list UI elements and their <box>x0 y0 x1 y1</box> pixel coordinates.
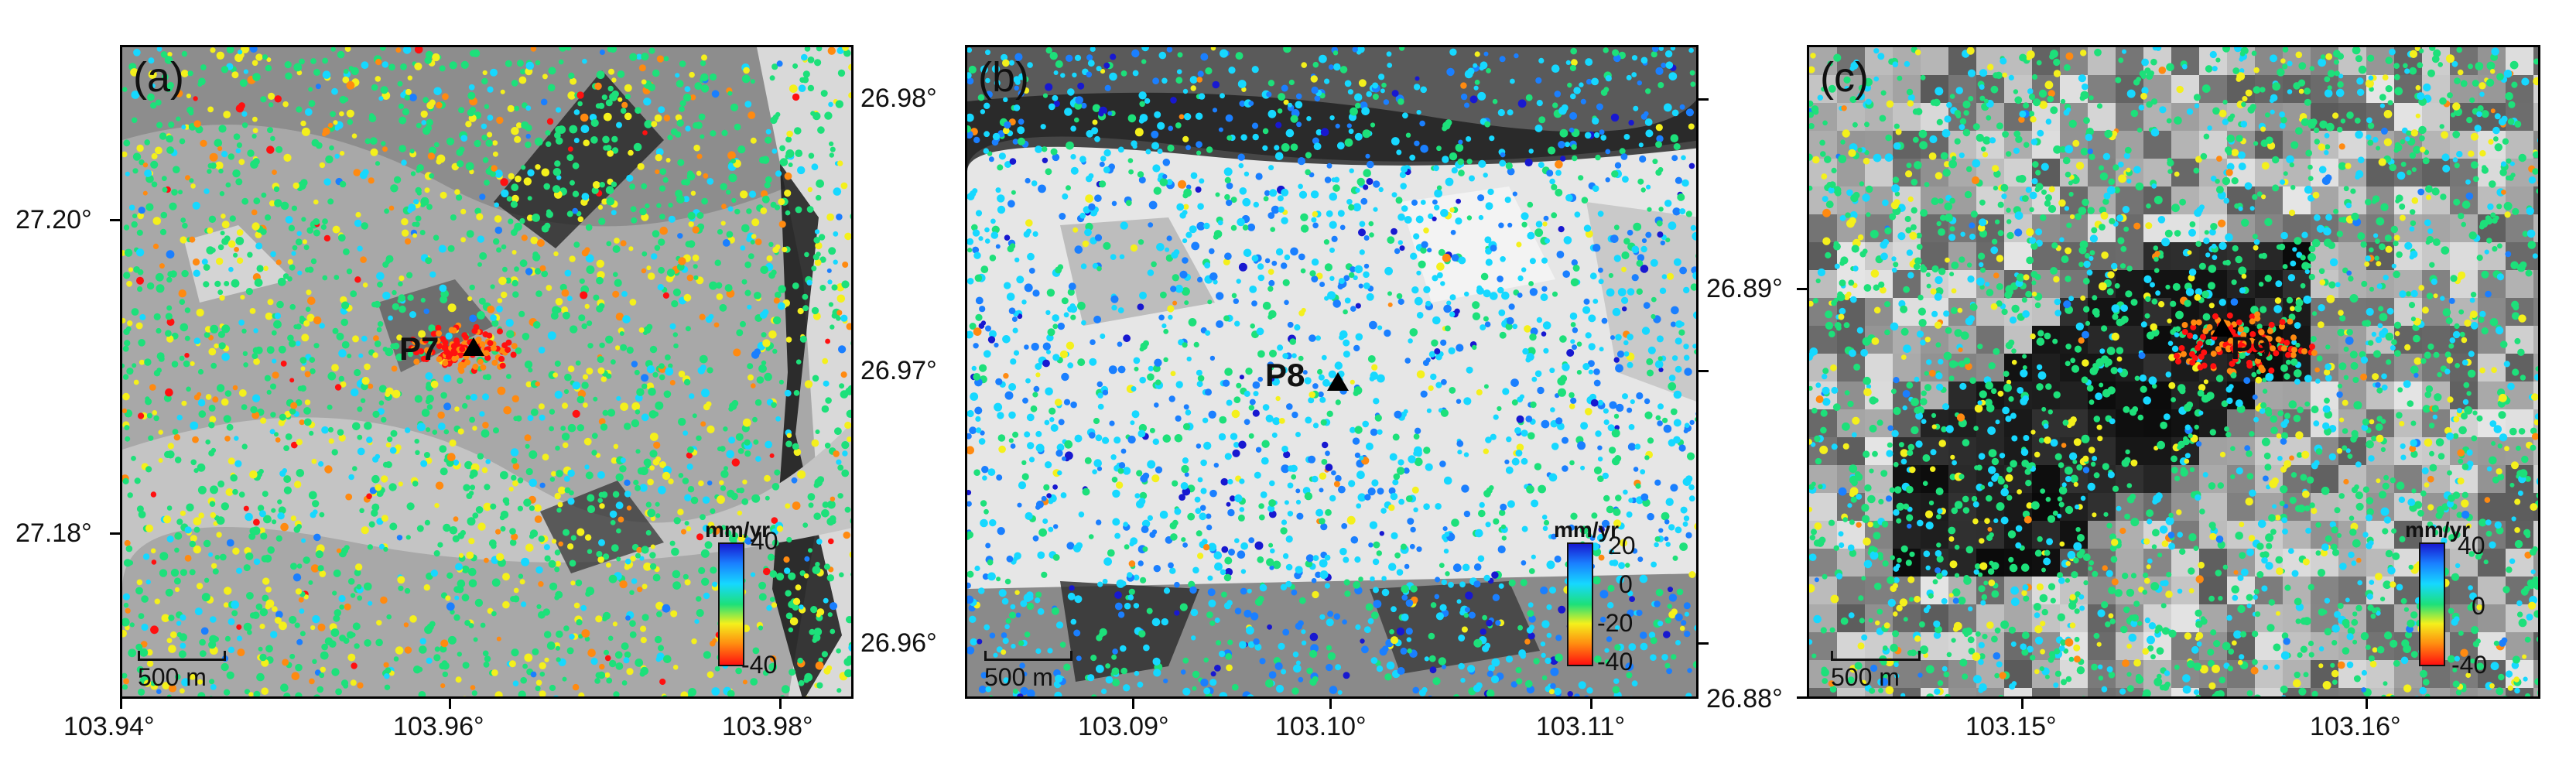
map-frame-a: (a) P7 500 m mm/yr 40 -40 <box>120 45 854 699</box>
panel-label-b: (b) <box>978 54 1029 101</box>
xtick-c-1 <box>2021 699 2024 709</box>
triangle-marker-p8 <box>1327 372 1349 391</box>
xtick-label-b-2: 103.10° <box>1275 712 1367 741</box>
colorbar-b <box>1567 542 1593 666</box>
ytick-c-1 <box>1797 288 1807 290</box>
ytick-label-b-3: 26.96° <box>860 628 937 658</box>
map-frame-b: (b) P8 500 m mm/yr 20 0 -20 -40 <box>965 45 1699 699</box>
point-label-p9: P9 <box>2231 330 2271 366</box>
colorbar-tick-b-0: 0 <box>1619 570 1633 598</box>
xtick-label-a-2: 103.96° <box>393 712 484 741</box>
ytick-label-b-2: 26.97° <box>860 356 937 385</box>
map-frame-c: (c) P9 500 m mm/yr 40 0 -40 <box>1807 45 2540 699</box>
xtick-a-2 <box>449 699 451 709</box>
xtick-b-2 <box>1329 699 1332 709</box>
ytick-c-2 <box>1797 696 1807 699</box>
xtick-label-a-3: 103.98° <box>722 712 813 741</box>
xtick-label-a-1: 103.94° <box>63 712 155 741</box>
scale-bar-a <box>138 651 226 661</box>
ytick-label-a-1: 27.20° <box>15 205 92 234</box>
ytick-label-b-1: 26.98° <box>860 84 937 113</box>
xtick-label-c-2: 103.16° <box>2310 712 2401 741</box>
ytick-b-1 <box>1699 98 1709 101</box>
colorbar-a <box>718 542 744 666</box>
xtick-label-b-3: 103.11° <box>1536 712 1626 741</box>
velocity-points-c <box>1809 47 2538 696</box>
triangle-marker-p7 <box>463 337 484 356</box>
colorbar-tick-c-neg40: -40 <box>2451 651 2488 679</box>
colorbar-tick-a-40: 40 <box>751 527 778 555</box>
scale-bar-b <box>984 651 1072 661</box>
scale-bar-c <box>1831 651 1921 661</box>
ytick-a-1 <box>110 219 120 221</box>
point-label-p8: P8 <box>1265 357 1305 393</box>
scale-label-c: 500 m <box>1831 663 1900 691</box>
colorbar-tick-b-neg40: -40 <box>1597 648 1634 676</box>
xtick-c-2 <box>2366 699 2368 709</box>
ytick-b-3 <box>1699 642 1709 645</box>
velocity-points-a <box>122 47 851 696</box>
ytick-label-c-2: 26.88° <box>1706 684 1783 713</box>
ytick-b-2 <box>1699 370 1709 372</box>
colorbar-tick-b-20: 20 <box>1608 532 1636 559</box>
velocity-points-b <box>967 47 1696 696</box>
colorbar-tick-c-40: 40 <box>2458 532 2485 559</box>
panel-label-c: (c) <box>1820 54 1869 101</box>
triangle-marker-p9 <box>2212 318 2233 337</box>
scale-label-b: 500 m <box>984 663 1053 691</box>
colorbar-unit-a: mm/yr <box>705 518 771 542</box>
xtick-label-c-1: 103.15° <box>1965 712 2057 741</box>
point-label-p7: P7 <box>399 330 440 367</box>
colorbar-tick-a-neg40: -40 <box>741 651 778 679</box>
panel-label-a: (a) <box>133 54 184 101</box>
scale-label-a: 500 m <box>138 663 207 691</box>
colorbar-unit-c: mm/yr <box>2405 518 2471 542</box>
xtick-label-b-1: 103.09° <box>1078 712 1169 741</box>
xtick-b-3 <box>1590 699 1592 709</box>
xtick-a-3 <box>779 699 782 709</box>
ytick-a-2 <box>110 532 120 535</box>
ytick-label-a-2: 27.18° <box>15 518 92 548</box>
xtick-b-1 <box>1132 699 1134 709</box>
colorbar-unit-b: mm/yr <box>1554 518 1620 542</box>
colorbar-c <box>2419 542 2445 666</box>
xtick-a-1 <box>120 699 122 709</box>
colorbar-tick-c-0: 0 <box>2472 592 2485 620</box>
colorbar-tick-b-neg20: -20 <box>1597 609 1634 637</box>
ytick-label-c-1: 26.89° <box>1706 274 1783 303</box>
